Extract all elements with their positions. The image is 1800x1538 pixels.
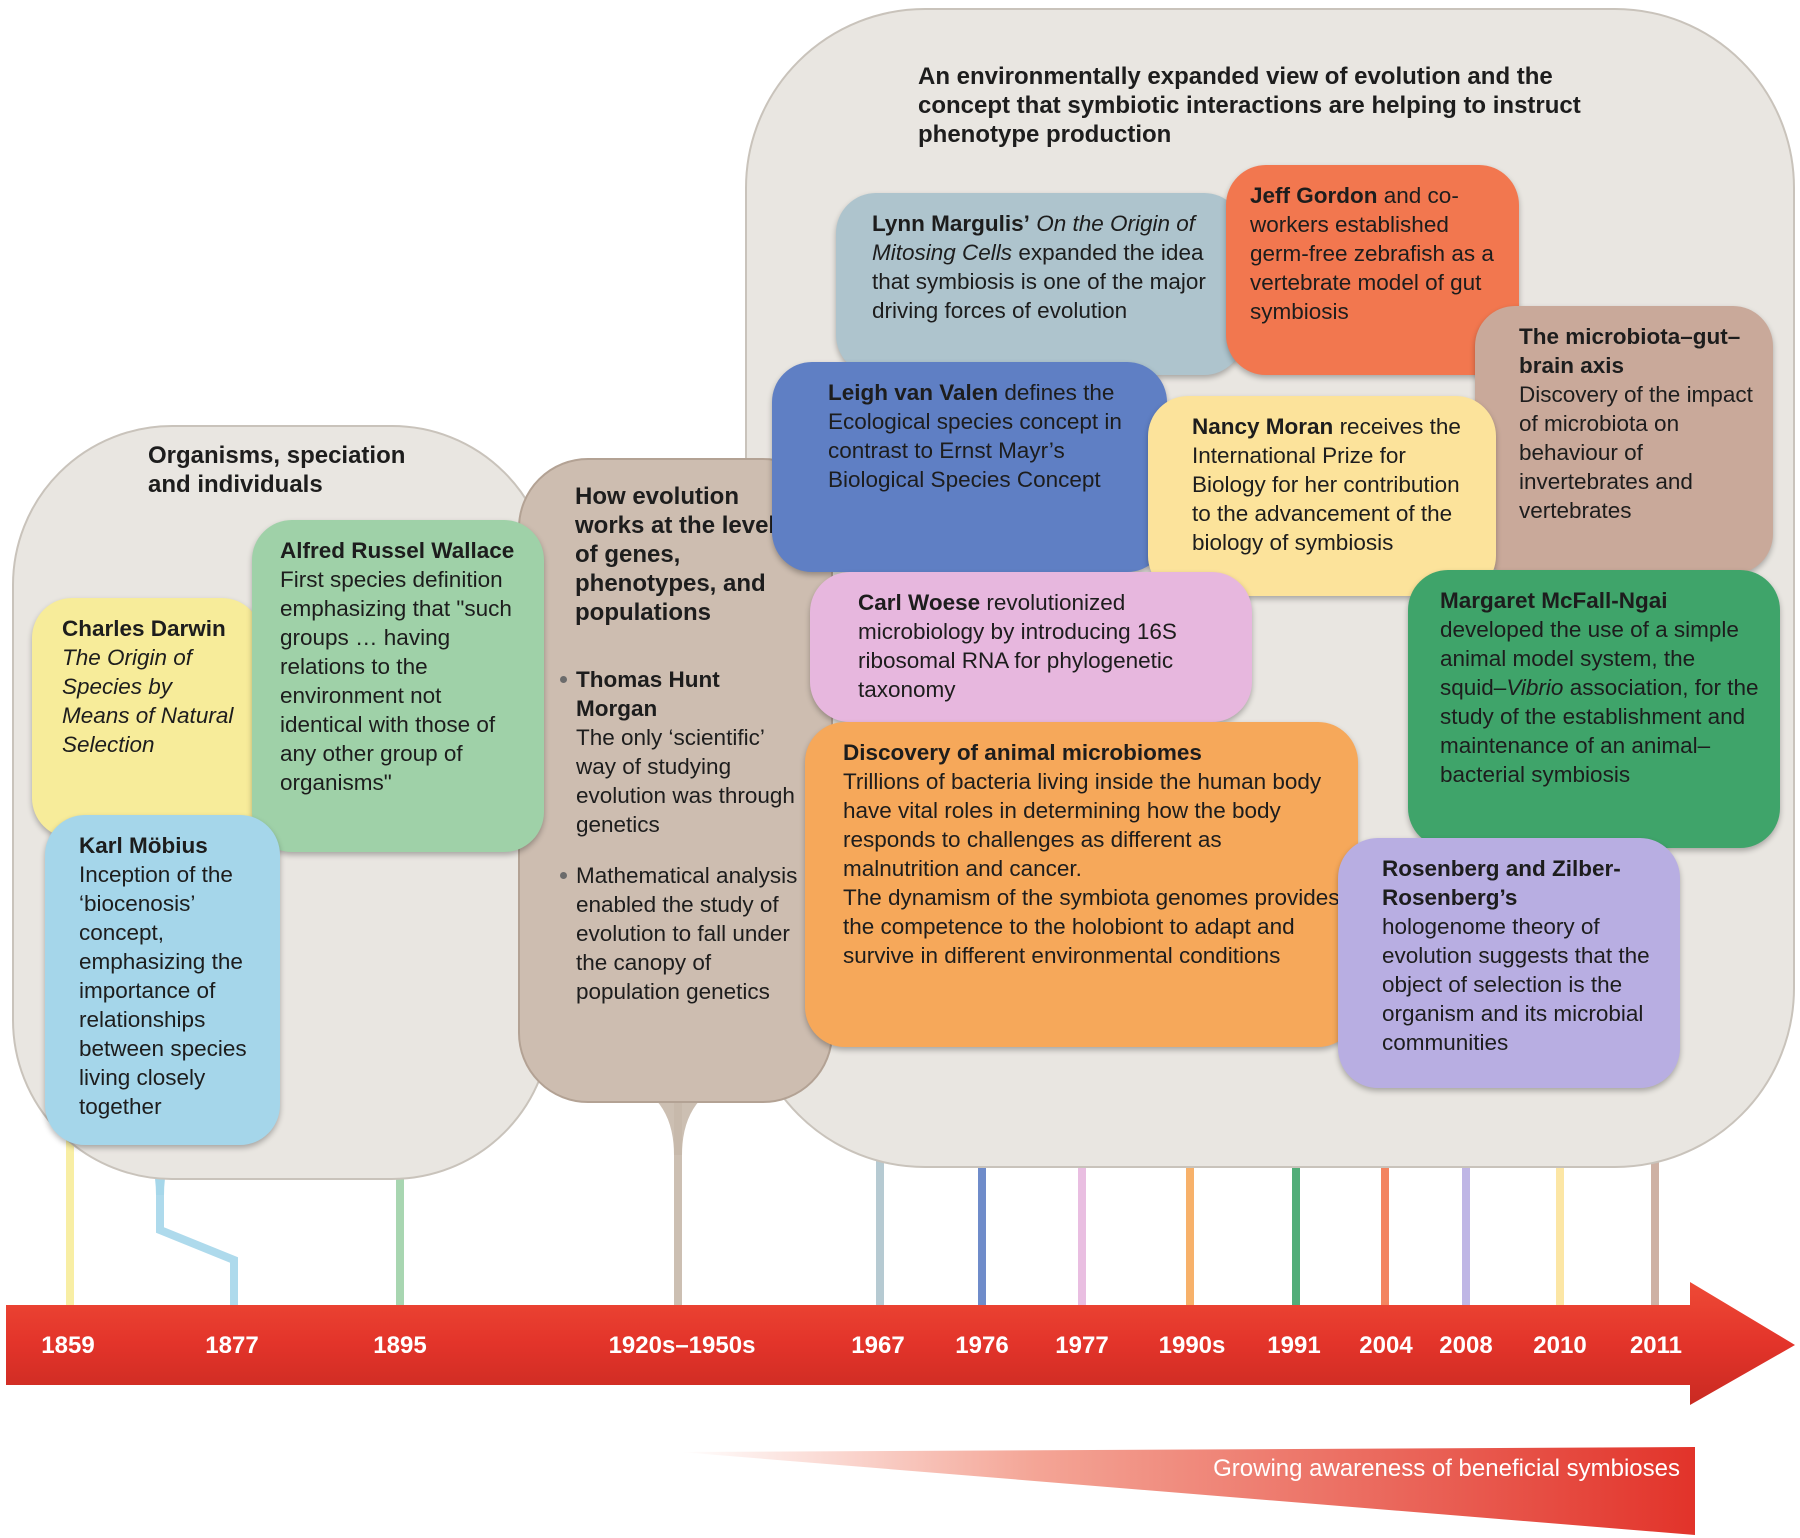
vanvalen-content: Leigh van Valen defines the Ecological s… <box>828 378 1149 494</box>
mcfall-text-a: developed the use of a simple animal mod… <box>1440 617 1739 700</box>
darwin-title: Charles Darwin <box>62 616 226 641</box>
event-rosenberg: Rosenberg and Zilber-Rosenberg’s hologen… <box>1338 838 1680 1088</box>
region-right-title: An environmentally expanded view of evol… <box>918 63 1581 148</box>
region-middle-title: How evolution works at the level of gene… <box>575 483 776 626</box>
mobius-text: Inception of the ‘biocenosis’ concept, e… <box>79 862 247 1119</box>
bullet-math: Mathematical analysis enabled the study … <box>560 861 805 1006</box>
gordon-title: Jeff Gordon <box>1250 183 1378 208</box>
vanvalen-text: defines the Ecological species concept i… <box>828 380 1122 492</box>
year-label: 1859 <box>41 1332 95 1359</box>
year-label: 1977 <box>1055 1332 1109 1359</box>
margulis-book: On the Origin of Mitosing Cells <box>872 211 1196 265</box>
year-label: 2010 <box>1533 1332 1587 1359</box>
moran-text: receives the International Prize for Bio… <box>1192 414 1461 555</box>
morgan-entry: Thomas Hunt Morgan The only ‘scientific’… <box>560 665 805 1006</box>
year-label: 1976 <box>955 1332 1009 1359</box>
year-label: 1877 <box>205 1332 259 1359</box>
morgan-text: The only ‘scientific’ way of studying ev… <box>576 725 795 837</box>
wallace-title: Alfred Russel Wallace <box>280 538 515 563</box>
margulis-text: expanded the idea that symbiosis is one … <box>872 240 1206 323</box>
microbiomes-title: Discovery of animal microbiomes <box>843 740 1202 765</box>
darwin-text: The Origin of Species by Means of Natura… <box>62 645 234 757</box>
event-vanvalen: Leigh van Valen defines the Ecological s… <box>772 362 1167 572</box>
timeline-arrow <box>6 1282 1795 1405</box>
year-label: 1990s <box>1158 1332 1226 1359</box>
wallace-text: First species definition emphasizing tha… <box>280 567 512 795</box>
year-label: 1967 <box>851 1332 905 1359</box>
awareness-wedge <box>680 1447 1695 1535</box>
event-wallace: Alfred Russel Wallace First species defi… <box>252 520 544 852</box>
event-gordon: Jeff Gordon and co-workers established g… <box>1226 165 1519 375</box>
event-mobius: Karl Möbius Inception of the ‘biocenosis… <box>45 815 280 1145</box>
year-label: 1895 <box>373 1332 427 1359</box>
gutbrain-title: The microbiota–gut–brain axis <box>1519 324 1741 378</box>
year-label: 2011 <box>1629 1332 1683 1359</box>
rosenberg-title: Rosenberg and Zilber-Rosenberg’s <box>1382 856 1621 910</box>
year-label: 1991 <box>1267 1332 1321 1359</box>
morgan-title: Thomas Hunt Morgan <box>576 667 720 721</box>
event-margulis: Lynn Margulis’ On the Origin of Mitosing… <box>836 193 1244 375</box>
math-text: Mathematical analysis enabled the study … <box>576 863 798 1004</box>
margulis-content: Lynn Margulis’ On the Origin of Mitosing… <box>872 209 1226 325</box>
region-left-title: Organisms, speciation and individuals <box>148 442 406 498</box>
woese-title: Carl Woese <box>858 590 981 615</box>
vanvalen-title: Leigh van Valen <box>828 380 999 405</box>
event-moran: Nancy Moran receives the International P… <box>1148 396 1496 596</box>
bullet-morgan: Thomas Hunt Morgan The only ‘scientific’… <box>560 665 805 839</box>
event-woese: Carl Woese revolutionized microbiology b… <box>810 572 1252 722</box>
event-microbiomes: Discovery of animal microbiomes Trillion… <box>805 722 1358 1047</box>
year-label: 2008 <box>1439 1332 1493 1359</box>
funnel-1920s <box>656 1100 700 1155</box>
year-label: 1920s–1950s <box>608 1332 756 1359</box>
year-label: 2004 <box>1359 1332 1413 1359</box>
rosenberg-text: hologenome theory of evolution suggests … <box>1382 914 1650 1055</box>
awareness-label: Growing awareness of beneficial symbiose… <box>1213 1455 1680 1482</box>
gordon-text: and co-workers established germ-free zeb… <box>1250 183 1494 324</box>
gordon-content: Jeff Gordon and co-workers established g… <box>1250 181 1501 326</box>
mcfall-content: developed the use of a simple animal mod… <box>1440 615 1762 789</box>
woese-content: Carl Woese revolutionized microbiology b… <box>858 588 1234 704</box>
mcfall-title: Margaret McFall-Ngai <box>1440 588 1668 613</box>
mcfall-italic: Vibrio <box>1506 675 1564 700</box>
region-middle <box>518 458 833 1103</box>
mobius-title: Karl Möbius <box>79 833 208 858</box>
microbiomes-text2: The dynamism of the symbiota genomes pro… <box>843 885 1340 968</box>
margulis-title: Lynn Margulis’ <box>872 211 1030 236</box>
microbiomes-text1: Trillions of bacteria living inside the … <box>843 769 1322 881</box>
event-mcfall: Margaret McFall-Ngai developed the use o… <box>1408 570 1780 848</box>
event-darwin: Charles Darwin The Origin of Species by … <box>32 598 262 838</box>
event-gutbrain: The microbiota–gut–brain axis Discovery … <box>1475 306 1773 574</box>
mcfall-text-b: association, for the study of the establ… <box>1440 675 1759 787</box>
moran-content: Nancy Moran receives the International P… <box>1192 412 1478 557</box>
gutbrain-text: Discovery of the impact of microbiota on… <box>1519 382 1753 523</box>
woese-text: revolutionized microbiology by introduci… <box>858 590 1177 702</box>
moran-title: Nancy Moran <box>1192 414 1334 439</box>
